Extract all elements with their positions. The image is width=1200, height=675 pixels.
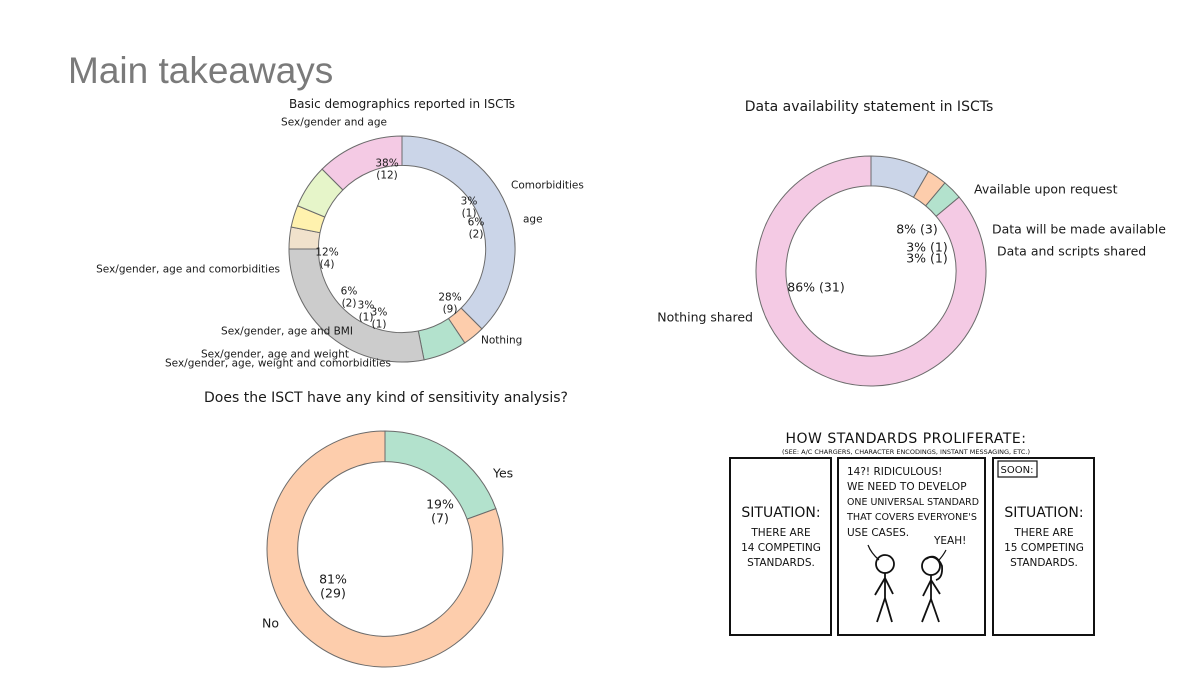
panel1-line-4: STANDARDS.: [747, 557, 815, 569]
slice-value-label: 86% (31): [787, 279, 844, 294]
panel2-speech-3: ONE UNIVERSAL STANDARD: [847, 497, 979, 508]
slice-category-label: Data will be made available: [992, 221, 1166, 236]
slice-category-label: Yes: [492, 465, 513, 480]
slice-value-label: 38% (12): [375, 158, 398, 182]
slice-category-label: Nothing shared: [657, 309, 753, 324]
slice-value-label: 6% (2): [468, 217, 485, 241]
comic-panel-2: [837, 457, 986, 636]
comic-panel-1: [729, 457, 832, 636]
panel3-line-3: 15 COMPETING: [1004, 542, 1084, 554]
panel3-caption-box: [997, 460, 1038, 478]
comic-panel-3: [992, 457, 1095, 636]
slice-value-label: 12% (4): [315, 247, 338, 271]
slice-value-label: 3% (1): [461, 196, 478, 220]
slice-category-label: Available upon request: [974, 181, 1118, 196]
donut-slice: [755, 155, 987, 387]
slice-category-label: Sex/gender, age, weight and comorbiditie…: [165, 358, 391, 370]
slice-category-label: Sex/gender, age and comorbidities: [96, 264, 280, 276]
slice-category-label: Comorbidities: [511, 180, 584, 192]
panel2-reply: YEAH!: [933, 535, 966, 547]
slice-category-label: Sex/gender and age: [281, 117, 387, 129]
panel2-speech-2: WE NEED TO DEVELOP: [847, 481, 967, 493]
panel3-line-2: THERE ARE: [1013, 527, 1073, 539]
slice-value-label: 28% (9): [438, 292, 461, 316]
panel3-line-4: STANDARDS.: [1010, 557, 1078, 569]
panel1-line-1: SITUATION:: [741, 505, 820, 521]
slice-category-label: age: [523, 214, 543, 226]
panel3-line-1: SITUATION:: [1004, 505, 1083, 521]
panel2-speech-5: USE CASES.: [847, 527, 909, 539]
comic-title: HOW STANDARDS PROLIFERATE:: [786, 431, 1027, 447]
slice-category-label: Sex/gender, age and BMI: [221, 326, 353, 338]
slice-category-label: No: [262, 615, 279, 630]
donut-slice: [266, 430, 504, 668]
slice-value-label: 3% (1): [906, 239, 948, 254]
panel1-line-3: 14 COMPETING: [741, 542, 821, 554]
panel2-speech-4: THAT COVERS EVERYONE'S: [846, 512, 977, 523]
slice-value-label: 6% (2): [341, 286, 358, 310]
slice-category-label: Data and scripts shared: [997, 243, 1146, 258]
slice-category-label: Sex/gender, age and weight: [201, 349, 349, 361]
chart-title: Basic demographics reported in ISCTs: [289, 97, 515, 111]
stick-figure-right: [921, 555, 944, 623]
slice-value-label: 3% (1): [371, 307, 388, 331]
chart-title: Does the ISCT have any kind of sensitivi…: [204, 390, 568, 406]
slice-value-label: 3% (1): [358, 300, 375, 324]
slice-value-label: 8% (3): [896, 221, 938, 236]
chart-title: Data availability statement in ISCTs: [745, 99, 994, 115]
slice-category-label: Nothing: [481, 335, 522, 347]
slice-value-label: 3% (1): [906, 250, 948, 265]
slice-value-label: 19% (7): [426, 496, 454, 525]
donut-slice: [321, 135, 403, 191]
panel2-speech-1: 14?! RIDICULOUS!: [847, 466, 942, 478]
panel1-line-2: THERE ARE: [750, 527, 810, 539]
comic-subtitle: (SEE: A/C CHARGERS, CHARACTER ENCODINGS,…: [782, 448, 1030, 456]
donut-slice: [401, 135, 516, 330]
slice-value-label: 81% (29): [319, 571, 347, 600]
stick-figure-left: [874, 554, 895, 623]
slide-title: Main takeaways: [68, 50, 334, 91]
panel3-caption: SOON:: [1001, 465, 1034, 476]
